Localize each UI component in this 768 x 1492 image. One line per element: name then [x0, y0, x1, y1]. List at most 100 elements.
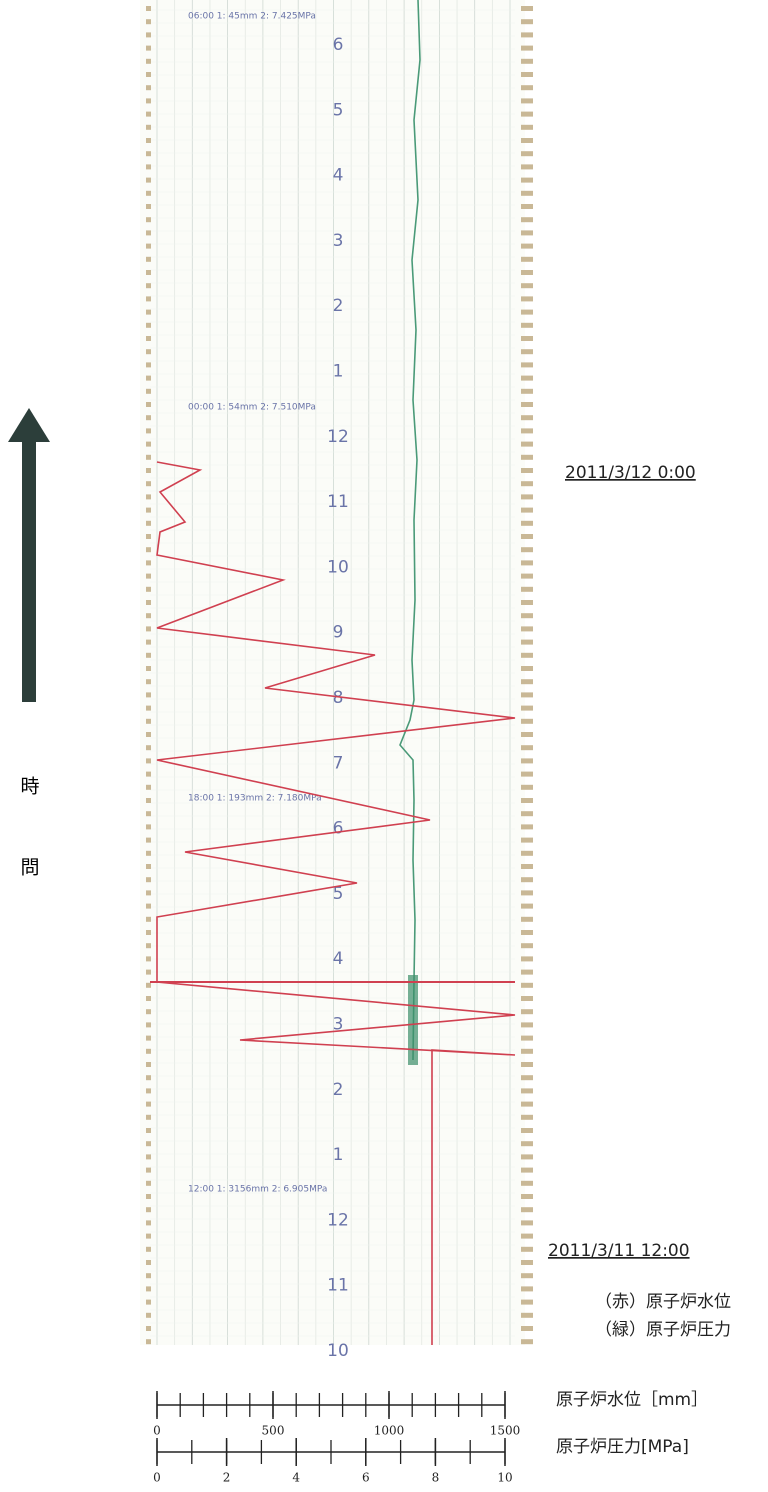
sprocket — [521, 1154, 533, 1159]
sprocket — [521, 389, 533, 394]
sprocket — [146, 217, 151, 222]
sprocket — [146, 112, 151, 117]
sprocket — [146, 32, 151, 37]
sprocket — [146, 1260, 151, 1265]
sprocket — [521, 732, 533, 737]
sprocket — [521, 864, 533, 869]
sprocket — [521, 204, 533, 209]
pressure-trace-dense — [408, 975, 418, 1065]
sprocket — [146, 257, 151, 262]
hour-label: 3 — [333, 231, 344, 251]
sprocket — [146, 1154, 151, 1159]
sprocket — [521, 1313, 533, 1318]
sprocket — [521, 745, 533, 750]
sprocket — [521, 1286, 533, 1291]
sprocket — [521, 98, 533, 103]
sprocket — [521, 6, 533, 11]
sprocket — [521, 19, 533, 24]
sprocket — [146, 1326, 151, 1331]
sprocket — [146, 376, 151, 381]
arrow-head — [8, 408, 50, 442]
sprocket — [146, 851, 151, 856]
sprocket — [146, 864, 151, 869]
sprocket — [146, 415, 151, 420]
arrow-shaft — [22, 440, 36, 702]
hour-label: 12 — [327, 427, 349, 447]
strip-header: 06:00 1: 45mm 2: 7.425MPa — [188, 12, 316, 22]
sprocket — [146, 310, 151, 315]
sprocket — [521, 824, 533, 829]
sprocket — [146, 1168, 151, 1173]
sprocket — [146, 1009, 151, 1014]
sprocket — [146, 811, 151, 816]
sprocket — [521, 323, 533, 328]
sprocket — [146, 204, 151, 209]
scale-title: 原子炉水位［mm］ — [556, 1390, 708, 1410]
hour-label: 2 — [333, 296, 344, 316]
sprocket — [146, 613, 151, 618]
sprocket — [521, 1168, 533, 1173]
sprocket — [521, 85, 533, 90]
sprocket — [521, 692, 533, 697]
sprocket — [521, 1009, 533, 1014]
strip-header: 12:00 1: 3156mm 2: 6.905MPa — [188, 1185, 327, 1195]
scale-tick-label: 6 — [362, 1471, 370, 1485]
scale-tick-label: 8 — [432, 1471, 440, 1485]
sprocket — [521, 1234, 533, 1239]
sprocket — [146, 362, 151, 367]
sprocket — [146, 1062, 151, 1067]
sprocket — [521, 1115, 533, 1120]
legend-entry: （緑）原子炉圧力 — [595, 1320, 731, 1340]
sprocket — [146, 956, 151, 961]
scale-title: 原子炉圧力[MPa] — [556, 1437, 689, 1457]
sprocket — [146, 85, 151, 90]
sprocket — [146, 1273, 151, 1278]
sprocket — [521, 613, 533, 618]
sprocket — [146, 1247, 151, 1252]
sprocket — [521, 851, 533, 856]
sprocket — [521, 283, 533, 288]
sprocket — [146, 72, 151, 77]
sprocket — [521, 626, 533, 631]
sprocket — [521, 772, 533, 777]
sprocket — [521, 1075, 533, 1080]
sprocket — [146, 283, 151, 288]
sprocket — [146, 930, 151, 935]
sprocket — [146, 719, 151, 724]
hour-label: 10 — [327, 1341, 349, 1361]
sprocket — [146, 547, 151, 552]
sprocket — [146, 59, 151, 64]
hour-label: 12 — [327, 1210, 349, 1230]
hour-label: 1 — [333, 362, 344, 382]
sprocket — [521, 640, 533, 645]
sprocket — [146, 706, 151, 711]
sprocket — [521, 415, 533, 420]
sprocket — [521, 217, 533, 222]
sprocket — [521, 1062, 533, 1067]
sprocket — [521, 468, 533, 473]
sprocket — [146, 1049, 151, 1054]
sprocket — [146, 19, 151, 24]
sprocket — [146, 508, 151, 513]
scale-tick-label: 10 — [497, 1471, 512, 1485]
sprocket — [521, 151, 533, 156]
sprocket — [146, 692, 151, 697]
sprocket — [521, 943, 533, 948]
sprocket — [521, 494, 533, 499]
sprocket — [146, 1128, 151, 1133]
sprocket — [146, 296, 151, 301]
sprocket — [146, 98, 151, 103]
hour-label: 4 — [333, 166, 344, 186]
sprocket — [146, 626, 151, 631]
sprocket — [521, 811, 533, 816]
sprocket — [146, 1181, 151, 1186]
sprocket — [146, 785, 151, 790]
scale-tick-label: 500 — [262, 1424, 285, 1438]
time-label: 問 — [20, 857, 39, 879]
sprocket — [521, 1049, 533, 1054]
timestamp: 2011/3/12 0:00 — [565, 463, 696, 483]
sprocket — [146, 890, 151, 895]
sprocket — [146, 1088, 151, 1093]
